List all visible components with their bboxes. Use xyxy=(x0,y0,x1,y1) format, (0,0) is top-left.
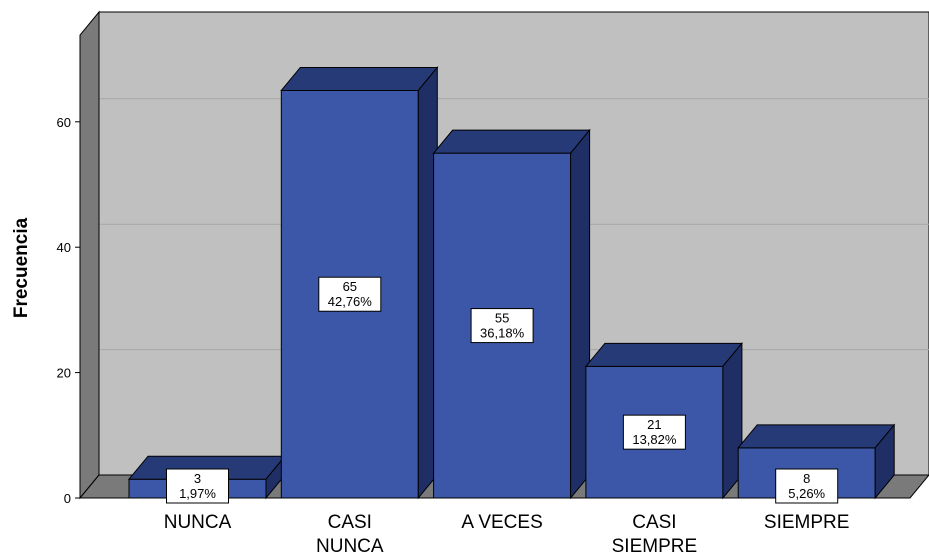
x-tick-label-2-line-1: CASI xyxy=(328,512,372,533)
data-label-box-2 xyxy=(318,276,382,312)
x-tick-label-1: NUNCA xyxy=(164,512,232,533)
data-label-percent-5: 5,26% xyxy=(788,486,825,501)
x-tick-label-3: A VECES xyxy=(461,512,542,533)
data-label-box-1 xyxy=(166,468,229,504)
data-label-value-2: 65 xyxy=(343,279,357,294)
x-tick-label-4-line-2: SIEMPRE xyxy=(612,536,698,554)
x-tick-label-5: SIEMPRE xyxy=(764,512,850,533)
data-label-value-1: 3 xyxy=(194,471,201,486)
x-tick-label-2-line-2: NUNCA xyxy=(316,536,384,554)
data-label-percent-2: 42,76% xyxy=(328,294,373,309)
bar-top-3 xyxy=(432,129,591,154)
bar-side-5 xyxy=(874,423,895,500)
data-label-value-3: 55 xyxy=(495,311,509,326)
y-tick-label-40: 40 xyxy=(57,240,71,255)
data-label-box-3 xyxy=(470,308,534,344)
bar-top-2 xyxy=(280,66,439,91)
data-label-percent-3: 36,18% xyxy=(480,326,525,341)
y-tick-label-20: 20 xyxy=(57,366,71,381)
data-label-value-4: 21 xyxy=(647,417,661,432)
bar-top-4 xyxy=(584,342,743,367)
data-label-box-5 xyxy=(775,468,839,504)
y-axis-title: Frecuencia xyxy=(11,217,32,318)
data-label-percent-4: 13,82% xyxy=(632,432,677,447)
bar-top-5 xyxy=(737,424,896,449)
plot-left-wall xyxy=(79,10,100,500)
data-label-percent-1: 1,97% xyxy=(179,486,216,501)
bar-2 xyxy=(280,89,419,499)
y-tick-label-0: 0 xyxy=(64,491,71,506)
data-label-box-4 xyxy=(622,414,686,450)
data-label-value-5: 8 xyxy=(803,471,810,486)
x-tick-label-4-line-1: CASI xyxy=(632,512,676,533)
y-tick-label-60: 60 xyxy=(57,115,71,130)
